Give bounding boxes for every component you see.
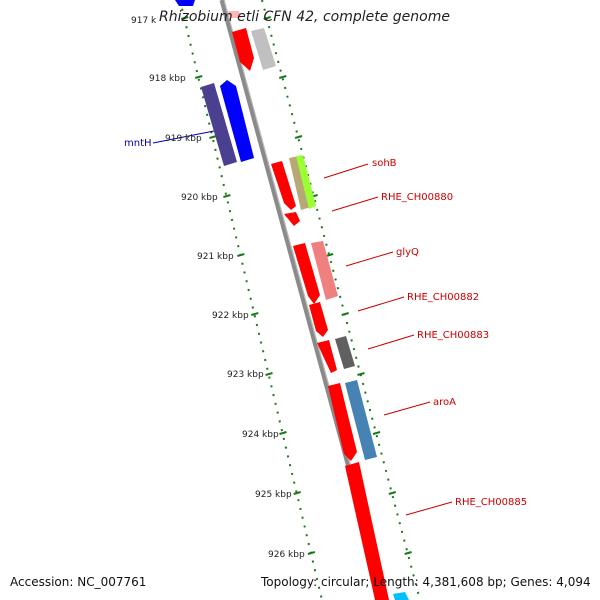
outer-tick (307, 551, 316, 555)
gene-bottom-cyan (393, 592, 409, 600)
gene-dark-purple (201, 83, 237, 166)
gene-label-text: mntH sohB RHE_CH00880 glyQ RHE_CH00882 R… (124, 138, 527, 508)
forward-genes (228, 11, 409, 600)
outer-tick (279, 431, 287, 435)
gene-top-pink (228, 11, 241, 18)
inner-tick (263, 16, 272, 20)
inner-tick (279, 75, 287, 79)
label-aroA: aroA (433, 397, 456, 408)
kbp-label: 921 kbp (197, 252, 234, 262)
outer-tick (194, 75, 203, 79)
outer-tick (180, 16, 189, 20)
gene-RHE_CH00885 (345, 462, 389, 600)
leader-sohB (323, 163, 369, 179)
label-leaders (152, 130, 453, 516)
gene-sohB-olive (289, 156, 311, 210)
map-title: Rhizobium etli CFN 42, complete genome (159, 9, 450, 25)
gene-mntH (220, 80, 254, 162)
inner-tick (372, 431, 381, 435)
accession-text: Accession: NC_007761 (10, 575, 147, 589)
kbp-label: 920 kbp (181, 193, 218, 203)
kbp-label: 926 kbp (268, 550, 305, 560)
label-RHE_CH00885: RHE_CH00885 (455, 497, 527, 508)
gene-RHE_CH00882 (309, 302, 328, 337)
leader-RHE_CH00882 (357, 296, 405, 312)
gene-top-blue (175, 0, 195, 6)
kbp-label: 919 kbp (165, 134, 202, 144)
kbp-label: 925 kbp (255, 490, 292, 500)
inner-tick (357, 372, 365, 376)
gene-sohB (271, 161, 296, 210)
outer-dotted-ruler (179, 0, 323, 600)
gene-top-red (232, 28, 254, 71)
gene-RHE_CH00883-red (317, 340, 337, 373)
kbp-label: 917 k (131, 16, 157, 26)
inner-tick (341, 312, 349, 316)
label-glyQ: glyQ (396, 247, 419, 258)
inner-tick (325, 253, 334, 257)
gene-aroA-red (328, 383, 357, 461)
gene-RHE_CH00880-green (296, 155, 316, 209)
gene-glyQ-pink (311, 241, 338, 300)
leader-RHE_CH00880 (331, 196, 379, 212)
label-sohB: sohB (372, 158, 397, 169)
inner-tick (294, 135, 303, 139)
label-mntH: mntH (124, 138, 152, 149)
leader-glyQ (345, 251, 394, 267)
gene-RHE_CH00883-gray (335, 336, 355, 369)
kbp-label: 922 kbp (212, 311, 249, 321)
kbp-label: 924 kbp (242, 430, 279, 440)
gene-top-gray (251, 28, 276, 70)
outer-tick (223, 194, 231, 198)
gene-glyQ-red (293, 243, 320, 304)
kbp-labels: 917 k 918 kbp 919 kbp 920 kbp 921 kbp 92… (131, 16, 305, 560)
inner-dotted-ruler (261, 0, 421, 600)
outer-tick (251, 312, 259, 316)
label-RHE_CH00883: RHE_CH00883 (417, 330, 489, 341)
outer-tick (209, 135, 217, 139)
outer-tick (237, 253, 245, 257)
outer-tick (265, 372, 273, 376)
leader-RHE_CH00885 (405, 501, 453, 516)
kbp-label: 918 kbp (149, 74, 186, 84)
leader-aroA (383, 401, 431, 416)
inner-tick (388, 491, 397, 495)
tick-marks (180, 16, 412, 555)
reverse-genes (175, 0, 254, 166)
gene-RHE_CH00880-small (284, 212, 300, 226)
inner-tick (404, 551, 412, 555)
kbp-label: 923 kbp (227, 370, 264, 380)
topology-text: Topology: circular; Length: 4,381,608 bp… (261, 575, 591, 589)
leader-RHE_CH00883 (367, 334, 415, 350)
label-RHE_CH00882: RHE_CH00882 (407, 292, 479, 303)
gene-aroA-blue (345, 380, 377, 460)
label-RHE_CH00880: RHE_CH00880 (381, 192, 453, 203)
outer-tick (293, 491, 301, 495)
leader-mntH (152, 130, 215, 144)
